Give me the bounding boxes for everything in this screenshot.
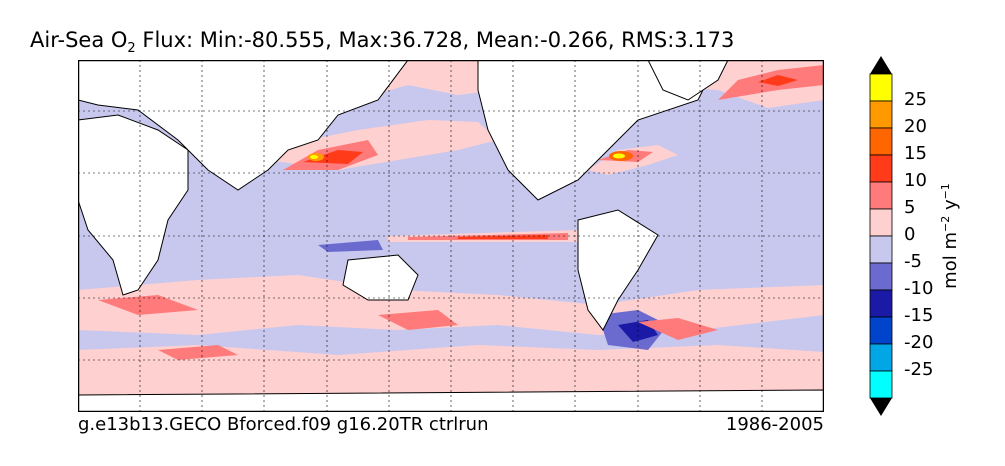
colorbar-segment bbox=[869, 370, 893, 399]
colorbar-segment bbox=[869, 154, 893, 183]
colorbar-segment bbox=[869, 343, 893, 372]
colorbar-tick-label: 5 bbox=[904, 197, 916, 218]
colorbar-tick-label: -10 bbox=[904, 278, 934, 299]
map-frame bbox=[78, 60, 824, 412]
run-label: g.e13b13.GECO Bforced.f09 g16.20TR ctrlr… bbox=[78, 414, 489, 435]
colorbar-tick-label: 10 bbox=[904, 170, 927, 191]
colorbar-tick-label: -15 bbox=[904, 305, 934, 326]
colorbar-tick-label: 0 bbox=[904, 224, 916, 245]
colorbar-tick-label: -20 bbox=[904, 332, 934, 353]
colorbar-segment bbox=[869, 181, 893, 210]
colorbar-tick-label: 15 bbox=[904, 143, 927, 164]
colorbar-tick-label: 20 bbox=[904, 116, 927, 137]
colorbar-unit-label: mol m−2 y−1 bbox=[939, 183, 961, 289]
period-label: 1986-2005 bbox=[725, 414, 824, 435]
colorbar-segment bbox=[869, 127, 893, 156]
land-greenland bbox=[647, 60, 729, 101]
land-eurasia bbox=[78, 60, 409, 191]
land-australia bbox=[342, 254, 419, 301]
colorbar-segment bbox=[869, 235, 893, 264]
colorbar-tick-label: -25 bbox=[904, 359, 934, 380]
colorbar bbox=[869, 56, 893, 416]
colorbar-tick-label: -5 bbox=[904, 251, 922, 272]
colorbar-segment bbox=[869, 262, 893, 291]
colorbar-segment bbox=[869, 73, 893, 102]
colorbar-segment bbox=[869, 100, 893, 129]
map-plot bbox=[78, 60, 824, 412]
colorbar-tick-label: 25 bbox=[904, 89, 927, 110]
colorbar-segment bbox=[869, 316, 893, 345]
land-africa bbox=[78, 114, 189, 296]
colorbar-segment bbox=[869, 289, 893, 318]
colorbar-segment bbox=[869, 208, 893, 237]
chart-title: Air-Sea O2 Flux: Min:-80.555, Max:36.728… bbox=[30, 28, 735, 57]
map-gridlines bbox=[78, 60, 824, 412]
colorbar-extend-max bbox=[870, 56, 892, 74]
colorbar-extend-min bbox=[870, 398, 892, 416]
